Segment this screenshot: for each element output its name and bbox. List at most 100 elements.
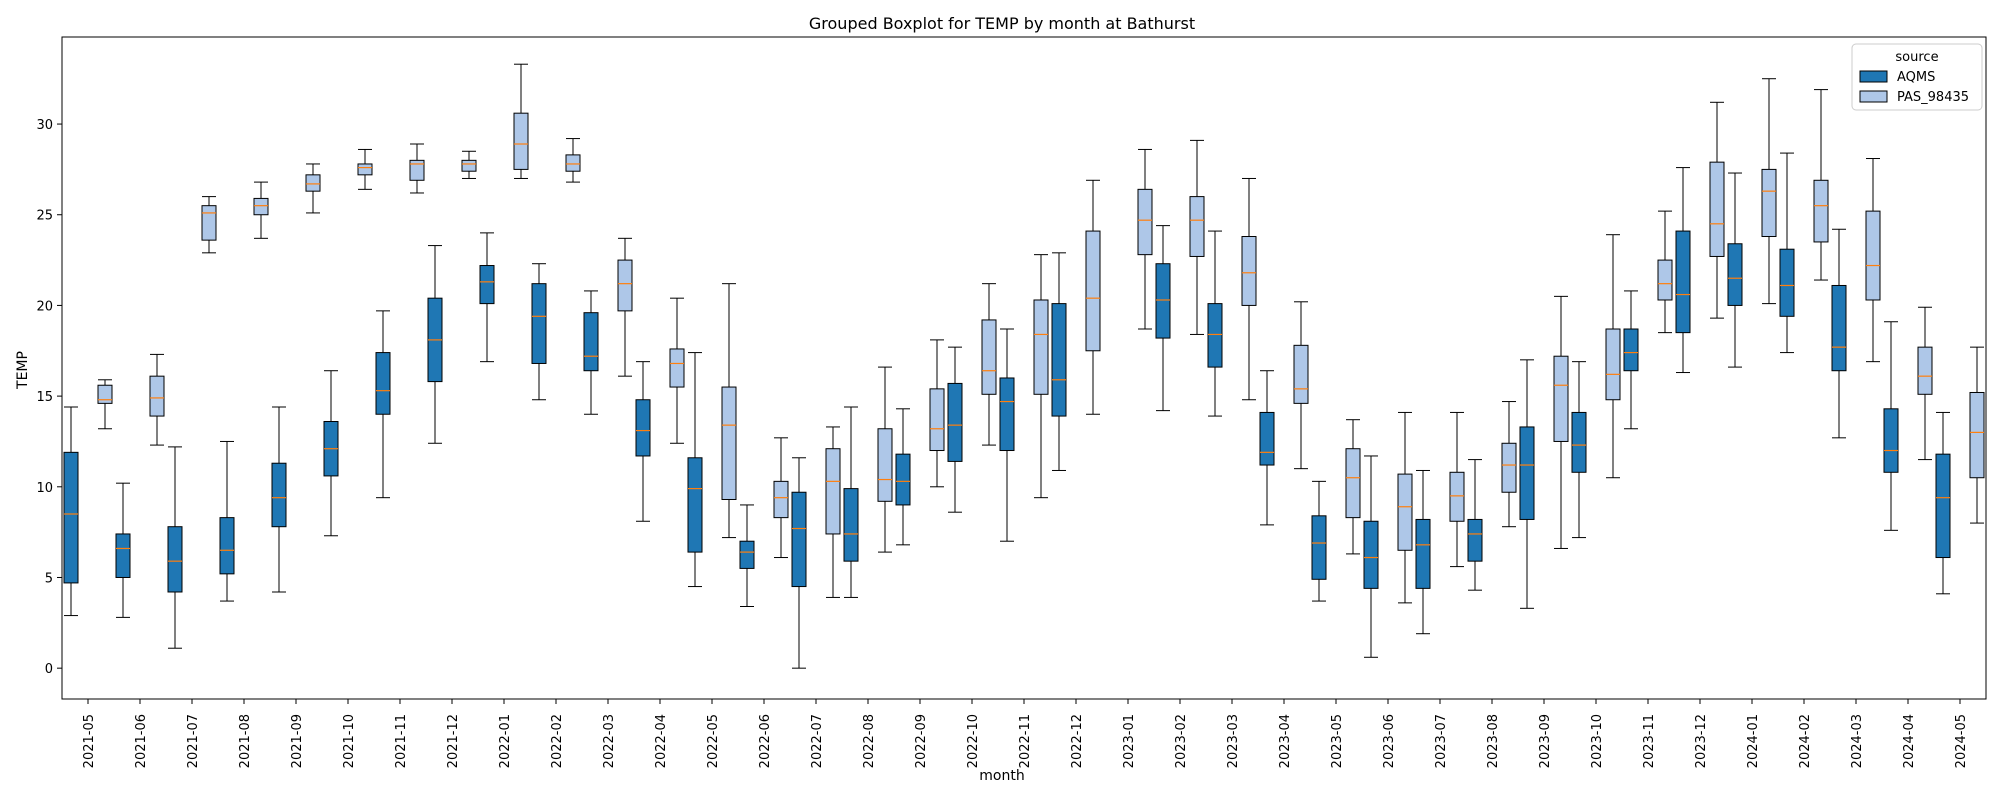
x-tick-label: 2021-07 [186, 714, 201, 768]
box-aqms [271, 462, 287, 528]
box-pas-98435 [97, 384, 113, 404]
y-tick-label: 0 [45, 662, 53, 677]
x-tick-label: 2022-02 [550, 714, 565, 768]
box-aqms [1935, 453, 1951, 559]
box-pas-98435 [1657, 259, 1673, 301]
box-pas-98435 [1969, 391, 1985, 479]
box-pas-98435 [825, 448, 841, 535]
x-tick-label: 2024-04 [1902, 714, 1917, 768]
box-aqms [739, 540, 755, 569]
box-pas-98435 [669, 348, 685, 388]
x-tick-label: 2022-07 [810, 714, 825, 768]
chart-title: Grouped Boxplot for TEMP by month at Bat… [809, 14, 1195, 33]
y-tick-label: 15 [36, 390, 53, 405]
x-tick-label: 2024-01 [1746, 714, 1761, 768]
box-pas-98435 [1917, 346, 1933, 395]
box-aqms [1415, 518, 1431, 589]
box-aqms [895, 453, 911, 506]
x-axis-label: month [979, 768, 1024, 784]
box-pas-98435 [253, 197, 269, 216]
legend-swatch-aqms [1859, 70, 1888, 83]
y-tick-label: 25 [36, 209, 53, 224]
box-pas-98435 [513, 112, 529, 170]
box-pas-98435 [1553, 355, 1569, 442]
box-pas-98435 [1033, 299, 1049, 395]
x-tick-label: 2023-12 [1694, 714, 1709, 768]
y-tick-label: 20 [36, 299, 53, 314]
x-tick-label: 2022-01 [498, 714, 513, 768]
box-pas-98435 [773, 480, 789, 519]
y-tick-label: 5 [45, 571, 53, 586]
box-pas-98435 [1449, 471, 1465, 522]
box-pas-98435 [981, 319, 997, 395]
box-pas-98435 [1085, 230, 1101, 352]
box-aqms [167, 526, 183, 593]
x-tick-label: 2022-03 [602, 714, 617, 768]
box-aqms [1207, 303, 1223, 368]
x-tick-label: 2021-06 [134, 714, 149, 768]
x-tick-label: 2022-12 [1070, 714, 1085, 768]
box-aqms [1311, 515, 1327, 580]
box-aqms [63, 451, 79, 584]
box-aqms [219, 517, 235, 575]
box-pas-98435 [1345, 448, 1361, 519]
box-aqms [1623, 328, 1639, 372]
box-aqms [1883, 408, 1899, 473]
x-tick-label: 2023-02 [1174, 714, 1189, 768]
x-tick-label: 2024-05 [1954, 714, 1969, 768]
x-tick-label: 2021-11 [394, 714, 409, 768]
box-pas-98435 [565, 154, 581, 172]
box-pas-98435 [1501, 442, 1517, 493]
x-tick-label: 2022-06 [758, 714, 773, 768]
x-tick-label: 2023-03 [1226, 714, 1241, 768]
box-aqms [1675, 230, 1691, 334]
box-pas-98435 [1813, 179, 1829, 243]
x-tick-label: 2021-05 [82, 714, 97, 768]
legend: source AQMS PAS_98435 [1851, 43, 1983, 111]
x-tick-label: 2021-09 [290, 714, 305, 768]
box-aqms [1831, 284, 1847, 372]
box-pas-98435 [149, 375, 165, 417]
box-aqms [479, 265, 495, 305]
legend-label-pas-98435: PAS_98435 [1897, 90, 1969, 105]
box-pas-98435 [617, 259, 633, 312]
box-aqms [1571, 411, 1587, 473]
box-pas-98435 [1761, 168, 1777, 238]
x-tick-label: 2022-05 [706, 714, 721, 768]
y-tick-label: 10 [36, 481, 53, 496]
x-tick-label: 2021-12 [446, 714, 461, 768]
box-aqms [1363, 520, 1379, 589]
y-tick-label: 30 [36, 118, 53, 133]
box-pas-98435 [1709, 161, 1725, 257]
box-pas-98435 [357, 163, 373, 176]
box-aqms [375, 352, 391, 415]
legend-swatch-pas-98435 [1859, 90, 1888, 103]
box-aqms [635, 399, 651, 457]
box-pas-98435 [461, 159, 477, 172]
plot-frame [61, 36, 1987, 700]
box-pas-98435 [1397, 473, 1413, 551]
x-tick-label: 2023-09 [1538, 714, 1553, 768]
box-aqms [843, 488, 859, 562]
x-tick-label: 2023-04 [1278, 714, 1293, 768]
x-tick-label: 2022-10 [966, 714, 981, 768]
x-tick-label: 2022-11 [1018, 714, 1033, 768]
x-tick-label: 2023-08 [1486, 714, 1501, 768]
box-aqms [791, 491, 807, 588]
box-aqms [947, 382, 963, 462]
box-aqms [1467, 518, 1483, 562]
x-tick-label: 2024-02 [1798, 714, 1813, 768]
box-pas-98435 [1293, 344, 1309, 404]
box-aqms [115, 533, 131, 578]
box-aqms [583, 312, 599, 372]
x-tick-label: 2021-08 [238, 714, 253, 768]
x-tick-label: 2022-08 [862, 714, 877, 768]
y-axis-label: TEMP [15, 351, 31, 390]
box-pas-98435 [929, 388, 945, 452]
box-pas-98435 [721, 386, 737, 500]
box-pas-98435 [1241, 236, 1257, 306]
box-aqms [1779, 248, 1795, 317]
box-pas-98435 [1605, 328, 1621, 401]
box-aqms [1155, 263, 1171, 339]
plot-layer: 0 5 10 15 20 25 30 2021-05 2021-06 2021-07 2021-08… [36, 63, 1985, 768]
